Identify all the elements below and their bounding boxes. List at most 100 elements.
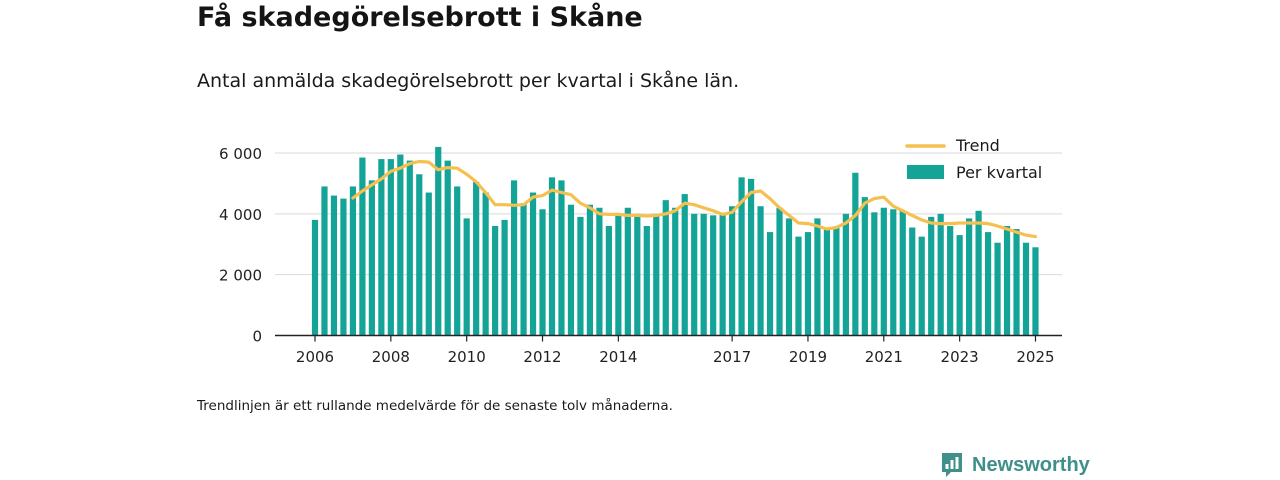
bar (529, 192, 537, 336)
bar (947, 226, 954, 336)
legend-trend-label: Trend (955, 136, 1000, 155)
bar (823, 229, 831, 336)
bar (311, 219, 319, 336)
legend: Trend Per kvartal (905, 136, 1042, 182)
bar (444, 160, 451, 336)
bar (567, 204, 575, 336)
bar (492, 226, 499, 336)
bar (738, 177, 745, 336)
bar (349, 186, 357, 336)
bar (387, 159, 394, 336)
bar (861, 197, 868, 336)
x-tick-label: 2006 (296, 348, 334, 366)
bar (890, 209, 897, 336)
bar (700, 213, 707, 336)
bar (672, 207, 679, 336)
bar (615, 213, 622, 336)
bar (520, 203, 527, 336)
bar (975, 210, 982, 336)
bar (416, 174, 423, 336)
legend-bar-label: Per kvartal (956, 163, 1042, 182)
bar (605, 226, 612, 336)
bar (1013, 229, 1020, 336)
y-tick-label: 6 000 (219, 145, 262, 163)
y-tick-label: 4 000 (219, 206, 262, 224)
bar (880, 207, 887, 336)
x-ticks: 2006 2008 2010 2012 2014 2017 2019 2021 2023 2025 (296, 335, 1055, 366)
bar (624, 207, 631, 336)
brand: Newsworthy (940, 452, 1090, 478)
bar (425, 192, 432, 336)
x-tick-label: 2008 (372, 348, 410, 366)
bar (795, 236, 802, 336)
bar (596, 207, 603, 336)
bar (340, 198, 347, 336)
x-tick-label: 2021 (865, 348, 903, 366)
bar (681, 194, 688, 336)
x-tick-label: 2012 (523, 348, 561, 366)
bar (548, 177, 556, 336)
bar (766, 232, 774, 336)
x-tick-label: 2017 (713, 348, 751, 366)
y-tick-label: 0 (252, 328, 262, 346)
bar (501, 219, 508, 336)
bar (785, 218, 793, 336)
bar (634, 213, 641, 336)
bar (482, 192, 489, 336)
bar (994, 242, 1001, 336)
x-tick-label: 2023 (941, 348, 979, 366)
bar (928, 216, 935, 336)
bar (435, 146, 442, 336)
bar (909, 227, 916, 336)
bar (558, 180, 565, 336)
bar (833, 227, 840, 336)
bar (1003, 226, 1011, 336)
legend-bar-swatch (907, 165, 944, 179)
chart-subtitle: Antal anmälda skadegörelsebrott per kvar… (197, 70, 740, 92)
bar (918, 236, 925, 336)
bar (747, 178, 755, 336)
y-tick-label: 2 000 (219, 267, 262, 285)
bar (330, 195, 338, 336)
chart-title: Få skadegörelsebrott i Skåne (197, 2, 643, 33)
bar (454, 186, 461, 336)
bar (586, 204, 594, 336)
bar (729, 206, 736, 336)
bar (814, 218, 821, 336)
trend-line (351, 159, 1038, 239)
bar (842, 213, 849, 336)
bar (643, 226, 650, 336)
bar (577, 216, 584, 336)
bar (321, 186, 328, 336)
bar (539, 209, 546, 336)
x-tick-label: 2025 (1016, 348, 1054, 366)
bar (871, 212, 878, 336)
bar (378, 159, 385, 336)
bar (473, 181, 480, 336)
x-tick-label: 2014 (599, 348, 637, 366)
chart-svg: 0 2 000 4 000 6 000 2006 2008 2010 2012 2014 201… (219, 136, 1062, 366)
bar (662, 200, 669, 336)
footnote: Trendlinjen är ett rullande medelvärde f… (197, 398, 673, 414)
bar (719, 213, 726, 336)
bar (406, 160, 413, 336)
bar (937, 213, 944, 336)
bar (397, 154, 404, 336)
bars (311, 146, 1039, 336)
bar (899, 210, 906, 336)
bar (710, 215, 717, 336)
bar (368, 180, 375, 336)
brand-name: Newsworthy (972, 453, 1090, 476)
bar (1032, 247, 1039, 336)
bar (510, 180, 518, 336)
bar (852, 172, 859, 336)
bar (653, 213, 660, 336)
bar (804, 232, 812, 336)
bar (984, 232, 992, 336)
newsworthy-logo-icon (942, 453, 962, 477)
bar (1022, 242, 1030, 336)
bar (757, 206, 764, 336)
y-tick-labels: 0 2 000 4 000 6 000 (219, 145, 262, 346)
bar (463, 218, 470, 336)
bar (966, 218, 973, 336)
